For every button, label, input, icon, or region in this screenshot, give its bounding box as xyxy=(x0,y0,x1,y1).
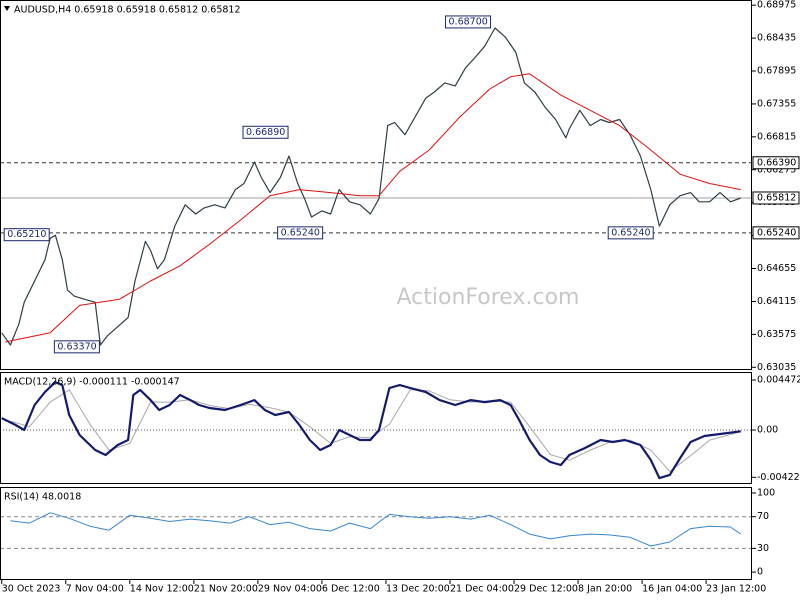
panel-title: MACD(12,26,9) -0.000111 -0.000147 xyxy=(4,377,180,388)
x-tick-label: 23 Jan 12:00 xyxy=(706,584,766,595)
y-tick-label: 0.004472 xyxy=(757,375,800,386)
series-line xyxy=(5,73,741,343)
annotation-label: 0.65240 xyxy=(611,227,650,238)
plot-area xyxy=(0,512,752,549)
y-tick-label: 70 xyxy=(757,511,769,522)
x-tick-label: 14 Nov 12:00 xyxy=(130,584,194,595)
plot-area xyxy=(0,381,752,480)
annotation-box xyxy=(277,226,324,240)
x-tick-label: 8 Jan 20:00 xyxy=(578,584,632,595)
level-label-box xyxy=(752,191,800,205)
y-tick-label: 0.68435 xyxy=(757,33,796,44)
y-tick-label: -0.004229 xyxy=(757,472,800,483)
y-tick-label: 0.64115 xyxy=(757,296,796,307)
y-tick-label: 100 xyxy=(757,488,775,499)
annotation-label: 0.63370 xyxy=(57,341,96,352)
y-tick-label: 0.66275 xyxy=(757,164,796,175)
annotation-box xyxy=(53,340,100,354)
y-tick-label: 0.68975 xyxy=(757,0,796,11)
series-line xyxy=(10,512,742,547)
level-label: 0.65240 xyxy=(757,227,796,238)
annotation-box xyxy=(445,15,492,29)
y-tick-label: 0.67355 xyxy=(757,98,796,109)
y-tick-label: 0.63035 xyxy=(757,362,796,373)
x-tick-label: 21 Dec 04:00 xyxy=(450,584,514,595)
panel-title: RSI(14) 48.0018 xyxy=(4,492,81,503)
x-tick-label: 30 Oct 2023 xyxy=(2,584,61,595)
annotation-label: 0.68700 xyxy=(449,16,488,27)
x-tick-label: 16 Jan 04:00 xyxy=(642,584,702,595)
series-line xyxy=(1,381,741,480)
panel-frame xyxy=(0,487,752,580)
level-label: 0.66390 xyxy=(757,157,796,168)
annotation-label: 0.65210 xyxy=(7,229,46,240)
symbol-icon xyxy=(4,6,10,11)
panel-title: AUDUSD,H4 0.65918 0.65918 0.65812 0.6581… xyxy=(14,5,241,16)
series-line xyxy=(1,27,742,346)
watermark: ActionForex.com xyxy=(397,285,580,310)
level-label: 0.65812 xyxy=(757,192,796,203)
panel-frame xyxy=(0,372,752,484)
y-tick-label: 30 xyxy=(757,543,769,554)
x-tick-label: 7 Nov 04:00 xyxy=(66,584,124,595)
annotation-box xyxy=(607,226,654,240)
level-label-box xyxy=(752,226,800,240)
annotation-label: 0.66890 xyxy=(246,127,285,138)
annotation-box xyxy=(3,228,50,242)
x-tick-label: 6 Dec 12:00 xyxy=(322,584,380,595)
x-tick-label: 29 Nov 04:00 xyxy=(258,584,322,595)
annotation-label: 0.65240 xyxy=(281,227,320,238)
y-tick-label: 0.63575 xyxy=(757,329,796,340)
y-tick-label: 0.66815 xyxy=(757,131,796,142)
x-tick-label: 29 Dec 12:00 xyxy=(514,584,578,595)
y-tick-label: 0.00 xyxy=(757,425,778,436)
panel-frame xyxy=(0,0,752,370)
x-tick-label: 13 Dec 20:00 xyxy=(386,584,450,595)
level-label-box xyxy=(752,156,800,170)
annotation-box xyxy=(242,125,289,139)
y-tick-label: 0.64655 xyxy=(757,263,796,274)
y-tick-label: 0.67895 xyxy=(757,66,796,77)
y-tick-label: 0 xyxy=(757,567,763,578)
x-tick-label: 21 Nov 20:00 xyxy=(194,584,258,595)
